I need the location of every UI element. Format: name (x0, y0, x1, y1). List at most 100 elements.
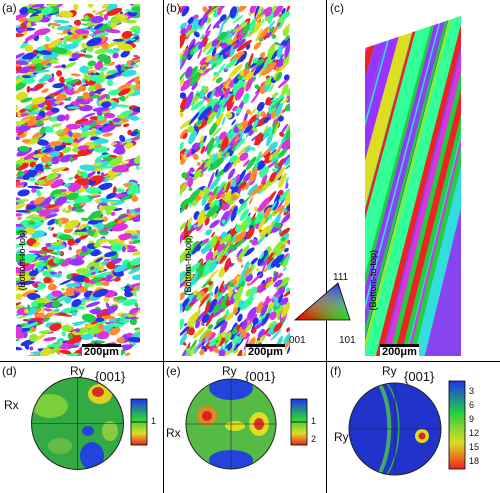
grain (276, 45, 283, 59)
grain (187, 216, 193, 226)
grain (88, 74, 104, 82)
grain (117, 299, 126, 303)
grain (286, 327, 290, 333)
grain (227, 132, 233, 139)
grain (119, 134, 126, 143)
grain (259, 26, 270, 40)
grain (225, 181, 231, 193)
grain (205, 23, 212, 34)
grain (16, 293, 23, 300)
grain (54, 195, 68, 206)
grain (206, 111, 216, 125)
grain (65, 123, 81, 130)
grain (16, 79, 23, 85)
grain (256, 101, 265, 112)
grain (275, 102, 283, 117)
grain (249, 225, 254, 229)
grain (26, 120, 39, 126)
grain (223, 161, 231, 172)
grain (208, 6, 213, 10)
grain (108, 61, 116, 66)
grain (255, 151, 262, 166)
grain (220, 231, 227, 239)
grain (51, 290, 63, 297)
grain (197, 91, 206, 99)
grain (55, 313, 73, 317)
color-scale-f (448, 380, 466, 470)
grain (222, 87, 227, 92)
grain (24, 321, 38, 329)
grain (95, 317, 105, 323)
grain (216, 254, 221, 261)
grain (219, 14, 227, 22)
color-scale-d (130, 398, 148, 446)
grain (16, 253, 26, 263)
grain (180, 153, 184, 157)
grain (106, 70, 121, 74)
grain (130, 130, 139, 137)
grain (365, 33, 378, 79)
grain (251, 238, 259, 246)
grain (365, 12, 443, 310)
grain (95, 138, 109, 144)
grain (80, 333, 94, 340)
grain (50, 179, 64, 189)
grain (22, 75, 31, 79)
grain (278, 22, 283, 28)
grain (16, 182, 27, 187)
grain (261, 19, 265, 23)
grain (16, 52, 25, 60)
grain (235, 192, 241, 198)
grain (35, 282, 47, 290)
grain (236, 169, 246, 186)
grain (189, 244, 194, 251)
grain (236, 202, 248, 214)
grain (246, 109, 252, 115)
grain (251, 212, 257, 221)
grain (278, 172, 287, 188)
grain (108, 120, 114, 127)
grain (112, 186, 117, 195)
grain (272, 247, 286, 258)
grain (220, 144, 231, 156)
grain (259, 252, 265, 260)
grain (114, 13, 129, 20)
grain (16, 229, 24, 236)
grain (101, 281, 110, 286)
grain (278, 189, 290, 203)
grain (16, 25, 22, 29)
grain (219, 99, 226, 106)
grain (189, 167, 195, 173)
grain (38, 74, 53, 83)
grain (26, 354, 38, 356)
grain (201, 313, 210, 324)
grain (180, 247, 189, 262)
grain (67, 130, 73, 137)
grain (285, 6, 290, 14)
grain (16, 213, 23, 217)
grain (58, 234, 73, 241)
grain (103, 296, 110, 303)
grain (117, 337, 125, 344)
grain (236, 26, 245, 36)
grain (99, 264, 105, 272)
grain (73, 4, 79, 11)
grain (192, 153, 199, 160)
grain (44, 99, 51, 106)
grain (122, 298, 138, 306)
grain (22, 169, 38, 180)
grain (236, 32, 247, 41)
grain (243, 124, 253, 134)
grain (250, 146, 256, 151)
grain (239, 152, 249, 161)
grain (16, 179, 21, 184)
grain (237, 6, 248, 13)
grain (199, 140, 204, 149)
grain (111, 164, 128, 173)
grain (113, 296, 117, 302)
grain (36, 264, 44, 271)
grain (132, 27, 140, 33)
grain (185, 248, 190, 254)
grain (276, 60, 290, 74)
grain (272, 271, 279, 283)
